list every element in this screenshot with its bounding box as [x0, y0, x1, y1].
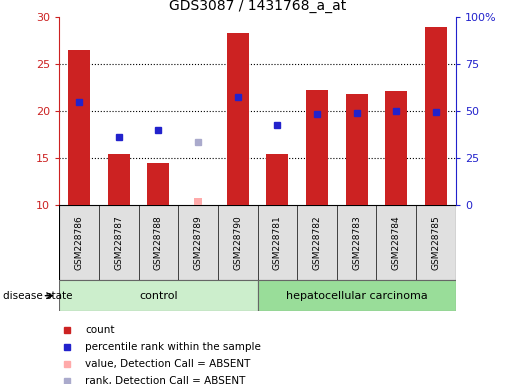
Text: value, Detection Call = ABSENT: value, Detection Call = ABSENT [85, 359, 250, 369]
Text: disease state: disease state [3, 291, 72, 301]
Bar [258, 280, 456, 311]
Title: GDS3087 / 1431768_a_at: GDS3087 / 1431768_a_at [169, 0, 346, 13]
Bar [68, 50, 90, 205]
Text: rank, Detection Call = ABSENT: rank, Detection Call = ABSENT [85, 376, 245, 384]
Bar [306, 90, 328, 205]
Bar [194, 198, 202, 205]
Text: GSM228785: GSM228785 [432, 215, 440, 270]
Bar [147, 163, 169, 205]
Text: GSM228784: GSM228784 [392, 215, 401, 270]
Bar [108, 154, 130, 205]
Text: GSM228782: GSM228782 [313, 215, 321, 270]
Bar [346, 94, 368, 205]
Text: GSM228783: GSM228783 [352, 215, 361, 270]
Text: GSM228788: GSM228788 [154, 215, 163, 270]
Bar [425, 27, 447, 205]
Text: GSM228786: GSM228786 [75, 215, 83, 270]
Text: GSM228787: GSM228787 [114, 215, 123, 270]
Bar [227, 33, 249, 205]
Text: percentile rank within the sample: percentile rank within the sample [85, 343, 261, 353]
Bar [266, 154, 288, 205]
Text: GSM228790: GSM228790 [233, 215, 242, 270]
Bar [59, 280, 258, 311]
Text: count: count [85, 326, 114, 336]
Text: hepatocellular carcinoma: hepatocellular carcinoma [286, 291, 427, 301]
Text: control: control [139, 291, 178, 301]
Text: GSM228781: GSM228781 [273, 215, 282, 270]
Bar [385, 91, 407, 205]
Text: GSM228789: GSM228789 [194, 215, 202, 270]
